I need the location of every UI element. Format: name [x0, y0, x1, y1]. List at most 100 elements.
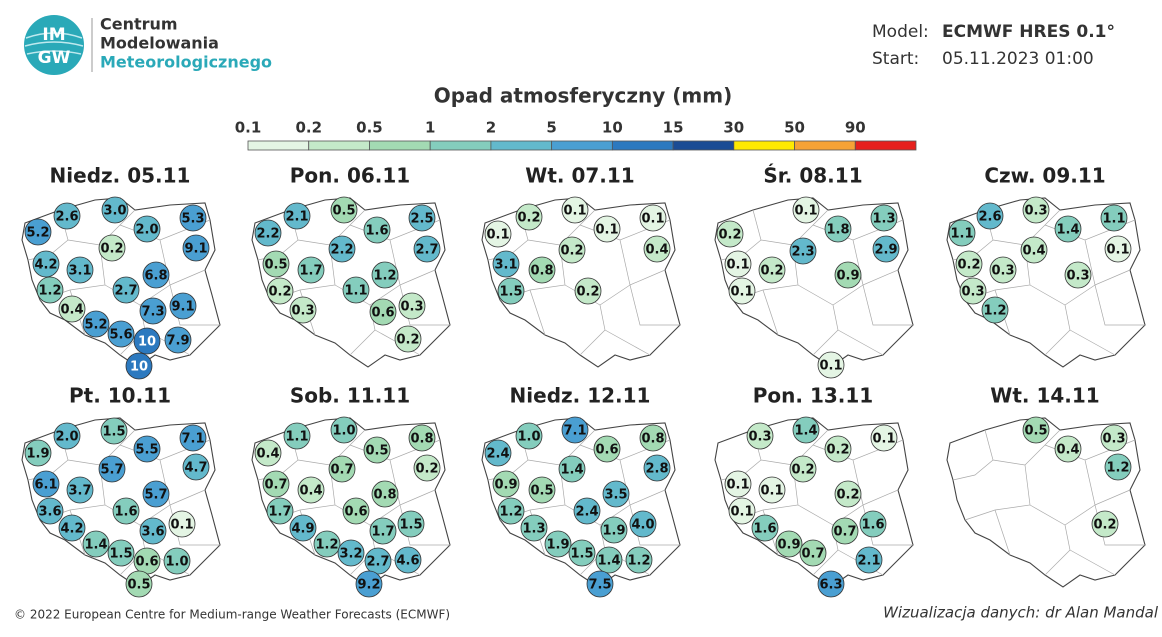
precip-circle [492, 250, 520, 278]
station: 2.9 [872, 235, 900, 263]
station: 0.1 [792, 196, 820, 224]
precip-value: 1.1 [950, 227, 973, 242]
precip-value: 2.3 [791, 245, 814, 260]
precip-value: 0.3 [400, 300, 423, 315]
precip-circle [408, 204, 436, 232]
precip-circle [1104, 453, 1132, 481]
map-title: Sob. 11.11 [290, 384, 410, 408]
precip-circle [948, 219, 976, 247]
precip-value: 0.6 [371, 306, 394, 321]
station: 0.5 [363, 436, 391, 464]
station: 1.6 [859, 510, 887, 538]
station: 1.0 [515, 422, 543, 450]
precip-circle [716, 220, 744, 248]
org-line: Centrum [100, 15, 178, 34]
precip-value: 7.1 [563, 424, 586, 439]
precip-circle [1022, 196, 1050, 224]
legend-swatch [247, 140, 310, 151]
precip-value: 7.9 [166, 334, 189, 349]
precip-value: 0.5 [1024, 424, 1047, 439]
start: 05.11.2023 01:00 [942, 49, 1094, 69]
station: 2.8 [643, 454, 671, 482]
precip-circle [125, 570, 153, 598]
precip-circle [573, 497, 601, 525]
precip-value: 1.7 [268, 505, 291, 520]
precip-value: 1.3 [872, 212, 895, 227]
station: 2.7 [413, 235, 441, 263]
station: 1.1 [283, 422, 311, 450]
station: 0.2 [824, 435, 852, 463]
logo-bottom: GW [38, 48, 71, 68]
precip-circle [32, 250, 60, 278]
station: 1.4 [595, 546, 623, 574]
precip-circle [799, 539, 827, 567]
precip-circle [595, 546, 623, 574]
precip-circle [371, 480, 399, 508]
precip-circle [100, 417, 128, 445]
precip-value: 1.6 [861, 518, 884, 533]
precip-circle [959, 277, 987, 305]
station: 0.9 [834, 261, 862, 289]
station: 4.6 [394, 546, 422, 574]
precip-value: 0.5 [365, 444, 388, 459]
map-title: Niedz. 05.11 [50, 164, 191, 188]
precip-value: 3.1 [68, 264, 91, 279]
precip-value: 0.9 [836, 269, 859, 284]
precip-circle [133, 327, 161, 355]
station: 0.1 [561, 196, 589, 224]
precip-circle [989, 256, 1017, 284]
precip-circle [313, 530, 341, 558]
precip-circle [289, 514, 317, 542]
station: 0.6 [369, 298, 397, 326]
precip-circle [792, 416, 820, 444]
precip-circle [398, 292, 426, 320]
precip-circle [817, 570, 845, 598]
precip-value: 4.0 [631, 518, 654, 533]
precip-circle [484, 220, 512, 248]
legend-swatch [429, 140, 492, 151]
station: 1.4 [82, 530, 110, 558]
precip-circle [789, 455, 817, 483]
precip-circle [586, 570, 614, 598]
map-title: Pon. 06.11 [290, 164, 410, 188]
precip-value: 1.8 [826, 223, 849, 238]
station: 4.9 [289, 514, 317, 542]
precip-circle [1104, 235, 1132, 263]
precip-circle [101, 196, 129, 224]
station: 2.1 [855, 546, 883, 574]
precip-value: 5.7 [100, 463, 123, 478]
precip-circle [397, 510, 425, 538]
precip-value: 6.1 [34, 478, 57, 493]
precip-circle [528, 476, 556, 504]
map-title: Pt. 10.11 [69, 384, 171, 408]
precip-circle [789, 237, 817, 265]
station: 0.2 [558, 236, 586, 264]
precip-circle [289, 296, 317, 324]
station: 0.7 [328, 455, 356, 483]
precip-value: 0.2 [791, 463, 814, 478]
station: 1.2 [497, 497, 525, 525]
station: 1.1 [948, 219, 976, 247]
precip-circle [297, 476, 325, 504]
map: 1.0 7.1 0.8 2.4 0.6 2.8 1.4 0.9 0.5 3.5 1.2 2.4 4.0 1… [481, 416, 681, 598]
precip-circle [254, 439, 282, 467]
legend-tick-label: 0.5 [356, 119, 383, 137]
station: 0.2 [789, 455, 817, 483]
station: 0.2 [834, 480, 862, 508]
precip-circle [283, 202, 311, 230]
precip-value: 0.3 [961, 285, 984, 300]
precip-circle [643, 235, 671, 263]
precip-value: 1.6 [365, 224, 388, 239]
precip-circle [394, 325, 422, 353]
precip-circle [112, 276, 140, 304]
legend-swatch [672, 140, 735, 151]
precip-circle [337, 539, 365, 567]
precip-value: 0.1 [730, 505, 753, 520]
precip-circle [625, 546, 653, 574]
station: 1.4 [792, 416, 820, 444]
precip-value: 1.5 [499, 285, 522, 300]
station: 2.5 [408, 204, 436, 232]
precip-circle [751, 514, 779, 542]
station: 1.7 [297, 256, 325, 284]
